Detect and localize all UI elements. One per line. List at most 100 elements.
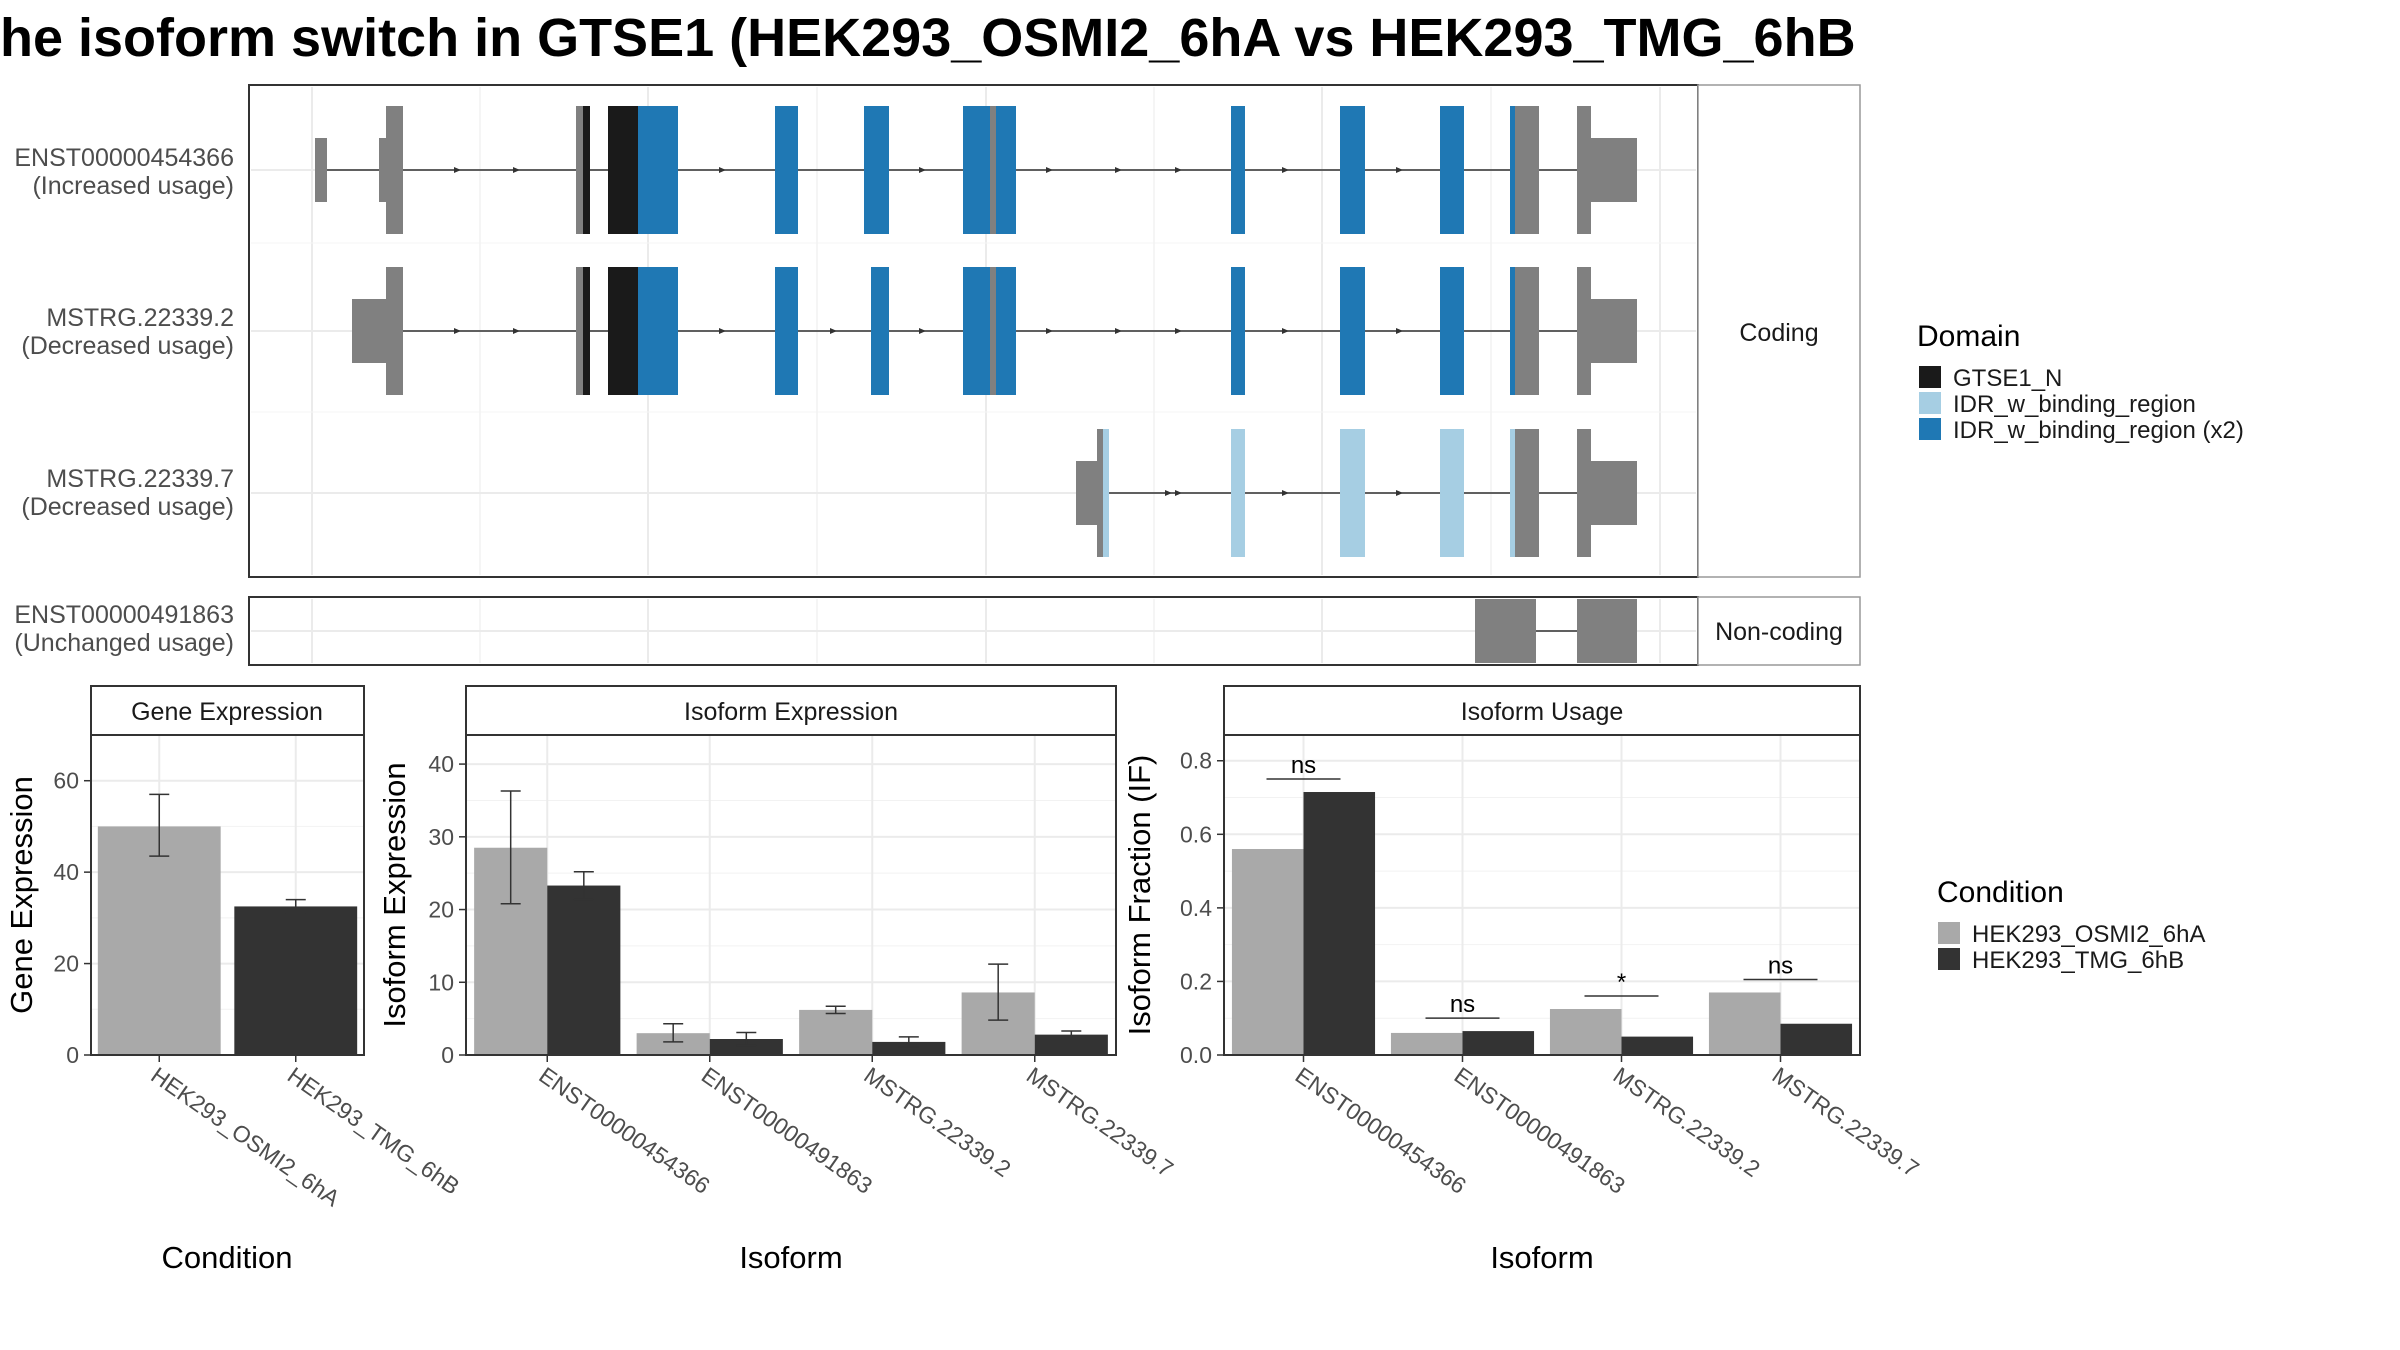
y-axis-label: Isoform Fraction (IF): [1122, 755, 1157, 1036]
exon: [963, 106, 1016, 234]
condition-legend-label: HEK293_OSMI2_6hA: [1972, 921, 2205, 948]
direction-arrow: [1396, 328, 1403, 334]
direction-arrow: [719, 328, 726, 334]
exon: [379, 138, 386, 202]
x-tick-label: ENST00000454366: [534, 1062, 714, 1199]
y-tick-label: 20: [428, 897, 454, 923]
x-axis-label: Isoform: [739, 1240, 842, 1275]
direction-arrow: [1396, 490, 1403, 496]
bar: [1621, 1036, 1694, 1055]
bar: [1462, 1031, 1535, 1055]
direction-arrow: [1396, 167, 1403, 173]
isoform-usage-chart: ns ns * ns 0.0 0.2 0.4 0.6 0.8 ENST00000454366E…: [1122, 685, 1924, 1275]
exon: [386, 267, 403, 395]
direction-arrow: [1282, 490, 1289, 496]
condition-legend: Condition HEK293_OSMI2_6hA HEK293_TMG_6h…: [1937, 876, 2205, 974]
y-tick-label: 0: [441, 1042, 454, 1068]
transcript-tracks: [315, 106, 1637, 557]
exon: [608, 106, 638, 234]
bar: [636, 1033, 710, 1055]
exon: [1231, 267, 1245, 395]
y-tick-label: 40: [53, 859, 79, 885]
exon: [576, 106, 583, 234]
isoform-label: ENST00000454366: [14, 144, 234, 172]
facet-label-coding: Coding: [1739, 319, 1818, 347]
y-tick-label: 10: [428, 969, 454, 995]
exon: [1103, 429, 1109, 557]
direction-arrow: [1165, 490, 1172, 496]
domain-legend-label: GTSE1_N: [1953, 365, 2062, 392]
exon: [1340, 267, 1365, 395]
figure-title: he isoform switch in GTSE1 (HEK293_OSMI2…: [0, 8, 1856, 68]
significance-label: *: [1617, 969, 1626, 996]
bar: [234, 906, 358, 1055]
domain-legend-label: IDR_w_binding_region (x2): [1953, 417, 2244, 444]
exon: [1231, 106, 1245, 234]
significance-label: ns: [1450, 991, 1475, 1018]
exon: [583, 106, 590, 234]
bar: [97, 826, 221, 1055]
x-axis-ticks: ENST00000454366ENST00000491863MSTRG.2233…: [1291, 1055, 1924, 1199]
direction-arrow: [919, 167, 926, 173]
isoform-expression-chart: 0 10 20 30 40 ENST00000454366ENST00000491863…: [377, 685, 1178, 1275]
y-tick-label: 0.8: [1180, 748, 1212, 774]
isoform-label: ENST00000491863: [14, 601, 234, 629]
legend-swatch: [1919, 392, 1941, 414]
exon: [386, 106, 403, 234]
domain-legend: Domain GTSE1_N IDR_w_binding_region IDR_…: [1917, 320, 2244, 444]
exon: [608, 267, 638, 395]
exon: [871, 267, 889, 395]
exon: [990, 267, 996, 395]
transcript-tracks: [1475, 599, 1637, 663]
exon: [1475, 599, 1536, 663]
exon: [583, 267, 590, 395]
bar: [1708, 992, 1781, 1055]
exon: [1577, 106, 1591, 234]
bar: [1034, 1034, 1108, 1055]
direction-arrow: [719, 167, 726, 173]
chart-error-bars: [149, 793, 306, 915]
bar: [1780, 1023, 1853, 1055]
domain-legend-label: IDR_w_binding_region: [1953, 391, 2196, 418]
exon: [352, 299, 386, 363]
exon: [1591, 461, 1637, 525]
exon: [638, 106, 678, 234]
legend-swatch: [1938, 948, 1960, 970]
x-tick-label: MSTRG.22339.7: [1022, 1062, 1178, 1182]
y-tick-label: 0.6: [1180, 821, 1212, 847]
exon: [1340, 429, 1365, 557]
direction-arrow: [513, 328, 520, 334]
bar: [1231, 849, 1304, 1055]
x-tick-label: MSTRG.22339.2: [859, 1062, 1015, 1182]
exon: [1440, 106, 1464, 234]
y-tick-label: 0.2: [1180, 968, 1212, 994]
y-tick-label: 30: [428, 824, 454, 850]
exon: [1231, 429, 1245, 557]
isoform-row-labels: ENST00000454366 (Increased usage) MSTRG.…: [14, 144, 234, 657]
condition-legend-label: HEK293_TMG_6hB: [1972, 947, 2184, 974]
exon: [1097, 429, 1103, 557]
facet-label-noncoding: Non-coding: [1715, 618, 1843, 646]
exon: [1510, 106, 1515, 234]
y-axis-label: Isoform Expression: [377, 762, 412, 1027]
significance-label: ns: [1768, 952, 1793, 979]
y-tick-label: 20: [53, 951, 79, 977]
exon: [1577, 429, 1591, 557]
exon: [1577, 267, 1591, 395]
significance-label: ns: [1291, 752, 1316, 779]
isoform-usage-label: (Increased usage): [32, 172, 234, 200]
exon: [963, 267, 1016, 395]
x-tick-label: MSTRG.22339.2: [1609, 1062, 1765, 1182]
direction-arrow: [1175, 328, 1182, 334]
chart-bars: [474, 847, 1108, 1055]
direction-arrow: [1046, 167, 1053, 173]
exon: [1076, 461, 1097, 525]
direction-arrow: [919, 328, 926, 334]
isoform-usage-label: (Unchanged usage): [14, 629, 234, 657]
chart-title: Gene Expression: [131, 698, 323, 726]
direction-arrow: [1175, 167, 1182, 173]
exon: [1510, 429, 1515, 557]
direction-arrow: [830, 328, 837, 334]
